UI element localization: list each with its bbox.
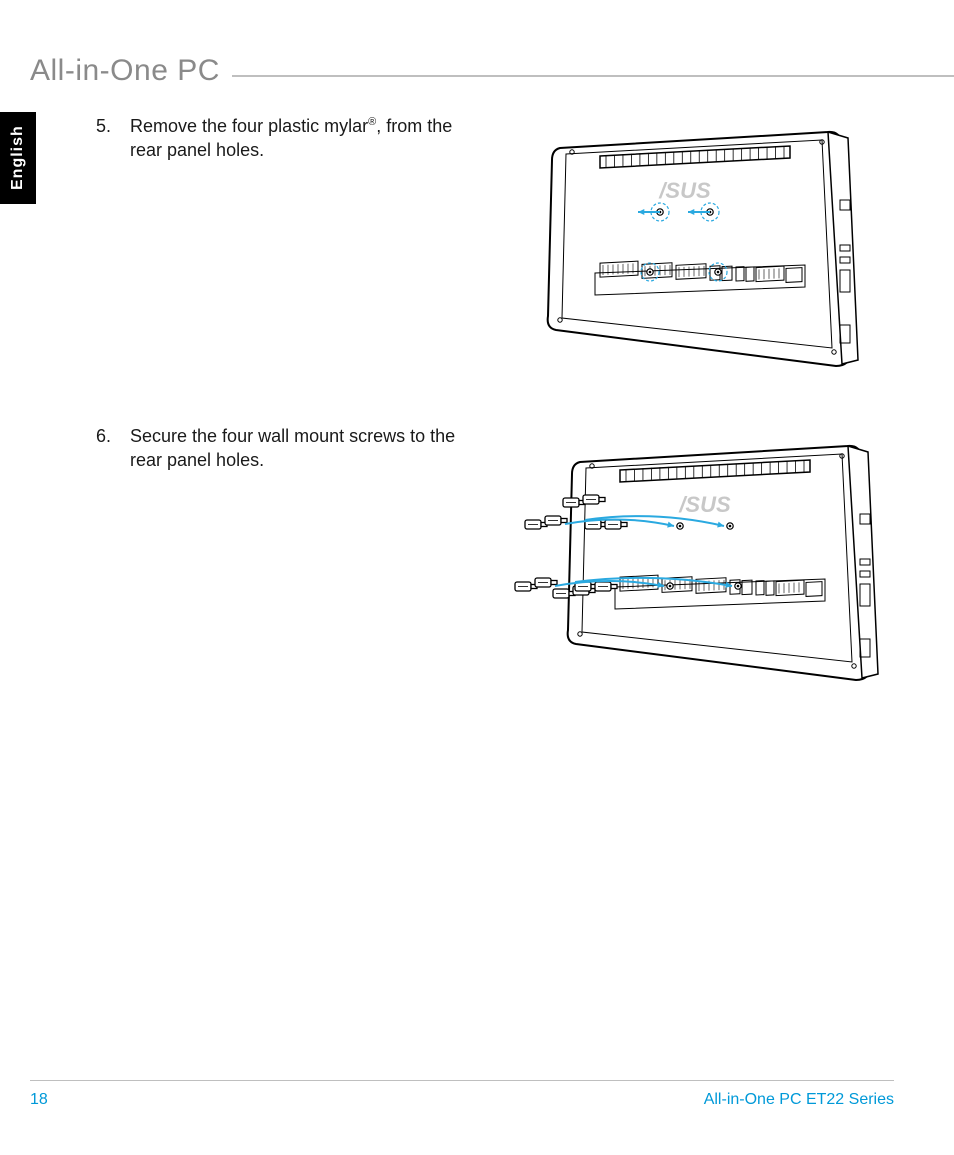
page-number: 18: [30, 1091, 48, 1109]
step-6-text: 6. Secure the four wall mount screws to …: [96, 424, 476, 473]
header-title: All-in-One PC: [0, 54, 232, 88]
page-header: All-in-One PC: [0, 54, 954, 88]
step-5-text: 5. Remove the four plastic mylar®, from …: [96, 114, 476, 163]
device-rear-diagram-1: /SUS: [490, 114, 880, 384]
page-footer: 18 All-in-One PC ET22 Series: [30, 1080, 894, 1109]
registered-mark: ®: [368, 116, 376, 128]
svg-text:/SUS: /SUS: [658, 178, 711, 203]
step-5-pre: Remove the four plastic mylar: [130, 116, 368, 136]
step-6: 6. Secure the four wall mount screws to …: [96, 424, 894, 704]
step-6-pre: Secure the four wall mount screws to the…: [130, 426, 455, 470]
language-tab: English: [0, 112, 36, 204]
series-label: All-in-One PC ET22 Series: [704, 1091, 894, 1109]
step-5-illustration: /SUS: [476, 114, 894, 384]
step-5: 5. Remove the four plastic mylar®, from …: [96, 114, 894, 384]
step-6-number: 6.: [96, 424, 130, 473]
footer-rule: [30, 1080, 894, 1081]
step-6-body: Secure the four wall mount screws to the…: [130, 424, 476, 473]
step-5-body: Remove the four plastic mylar®, from the…: [130, 114, 476, 163]
header-rule: [232, 75, 954, 77]
step-5-number: 5.: [96, 114, 130, 163]
main-content: 5. Remove the four plastic mylar®, from …: [96, 114, 894, 744]
device-rear-diagram-2: /SUS: [490, 424, 880, 704]
svg-text:/SUS: /SUS: [678, 492, 731, 517]
step-6-illustration: /SUS: [476, 424, 894, 704]
